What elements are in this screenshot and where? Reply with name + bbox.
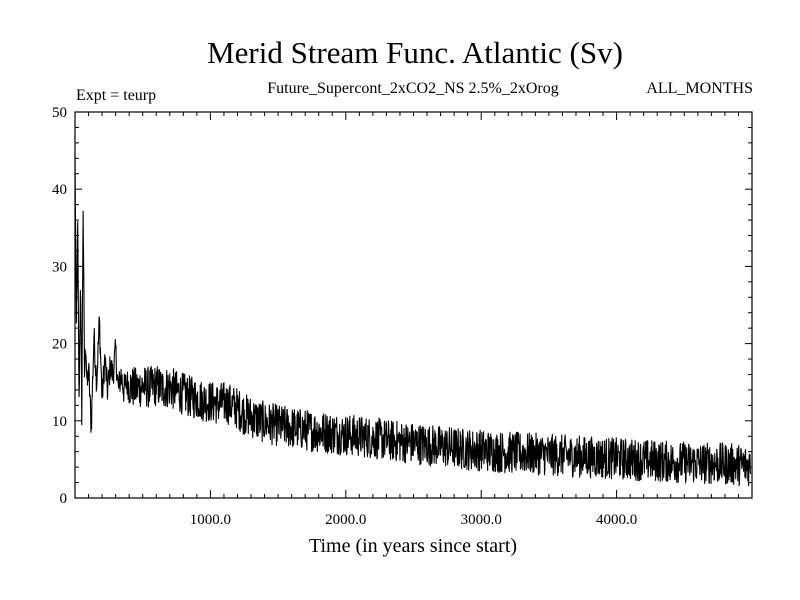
experiment-label: Expt = teurp: [76, 87, 156, 104]
y-tick-label: 0: [60, 491, 68, 507]
y-tick-label: 20: [52, 337, 67, 353]
y-axis: 0 10 20 30 40 50: [52, 105, 752, 507]
x-axis-label: Time (in years since start): [309, 535, 517, 557]
chart-title: Merid Stream Func. Atlantic (Sv): [207, 35, 623, 70]
series-line: [74, 153, 752, 487]
series-layer: [74, 153, 752, 487]
x-tick-label: 4000.0: [596, 512, 637, 528]
y-tick-label: 40: [52, 182, 67, 198]
x-tick-label: 2000.0: [325, 512, 366, 528]
x-axis: 1000.0 2000.0 3000.0 4000.0: [88, 112, 739, 528]
y-tick-label: 30: [52, 259, 67, 275]
months-label: ALL_MONTHS: [646, 80, 753, 97]
x-tick-label: 3000.0: [461, 512, 502, 528]
run-name-label: Future_Supercont_2xCO2_NS 2.5%_2xOrog: [267, 80, 559, 97]
y-tick-label: 10: [52, 414, 67, 430]
x-tick-label: 1000.0: [190, 512, 231, 528]
y-tick-label: 50: [52, 105, 67, 121]
